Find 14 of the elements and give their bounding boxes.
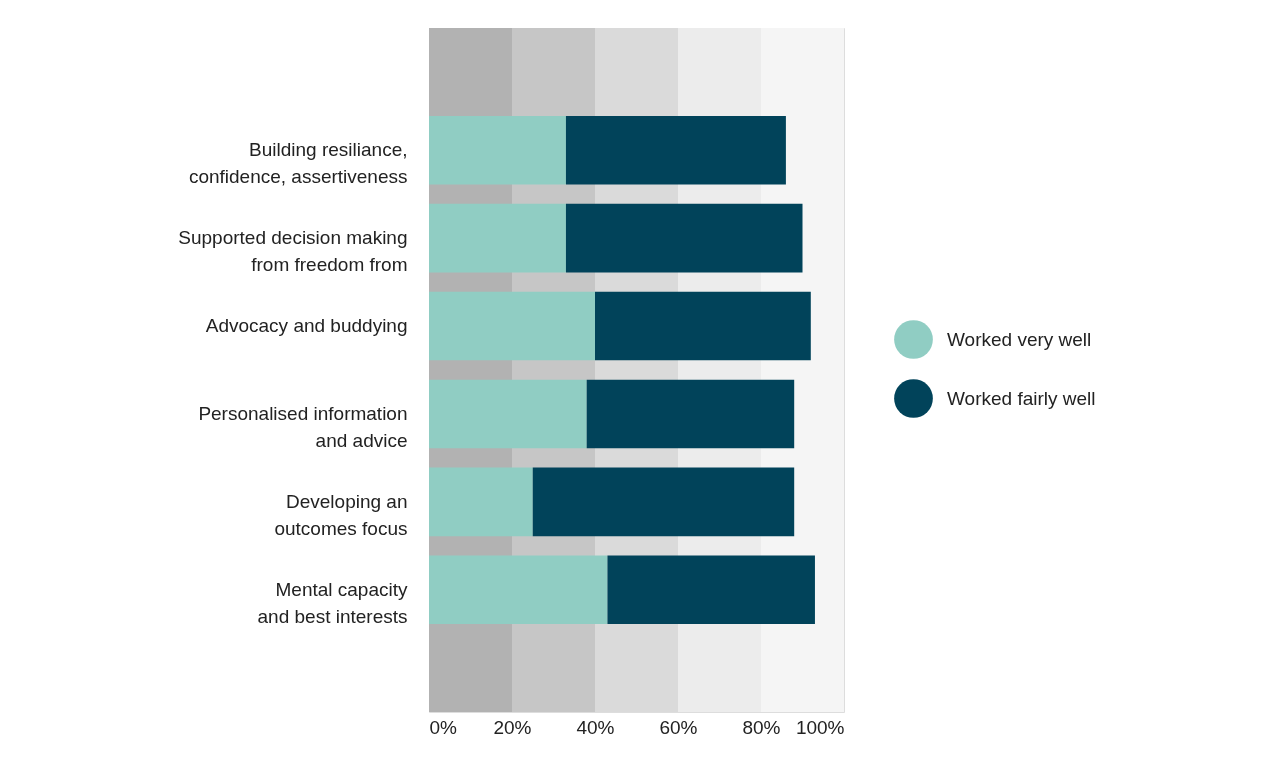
x-tick-label: 60% <box>659 716 698 738</box>
y-tick-label: Personalised information and advice <box>198 402 408 451</box>
legend-label: Worked very well <box>947 328 1092 350</box>
x-tick-label: 0% <box>429 716 458 738</box>
legend-label: Worked fairly well <box>947 387 1096 409</box>
x-tick-label: 100% <box>795 716 845 738</box>
y-tick-label: Building resiliance, confidence, assertiveness <box>188 139 408 188</box>
y-tick-label: Advocacy and buddying <box>205 315 408 337</box>
y-tick-label: Developing an outcomes focus <box>274 490 408 539</box>
x-tick-label: 80% <box>742 716 781 738</box>
x-tick-label: 20% <box>493 716 532 738</box>
y-tick-label: Supported decision making from freedom from <box>178 227 408 276</box>
x-tick-label: 40% <box>576 716 615 738</box>
y-tick-label: Mental capacity and best interests <box>257 578 408 627</box>
